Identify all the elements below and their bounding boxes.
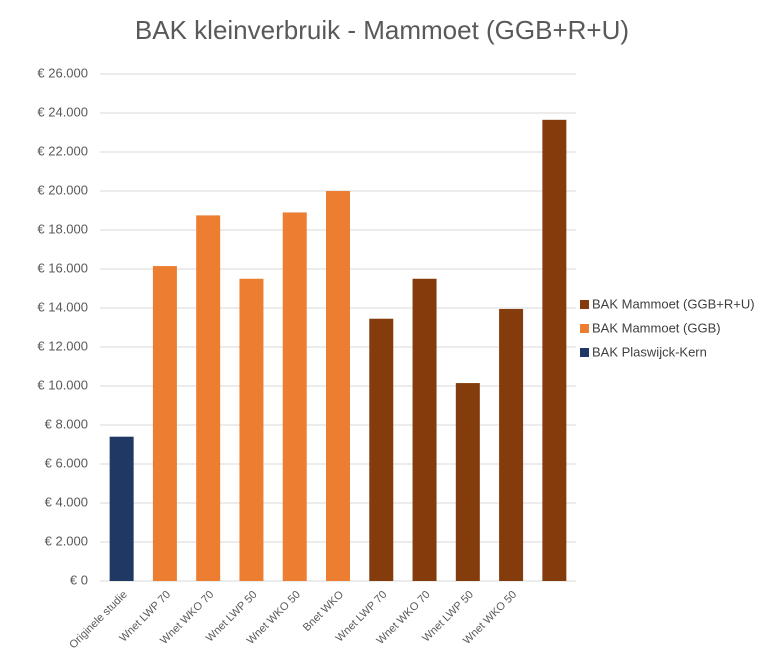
y-tick-label: € 22.000	[37, 143, 88, 158]
chart: BAK kleinverbruik - Mammoet (GGB+R+U) € …	[0, 0, 776, 662]
legend-swatch	[580, 324, 589, 333]
legend-swatch	[580, 300, 589, 309]
bar	[456, 383, 480, 581]
chart-title: BAK kleinverbruik - Mammoet (GGB+R+U)	[135, 15, 629, 45]
bar	[413, 279, 437, 581]
legend-label: BAK Plaswijck-Kern	[592, 344, 707, 359]
y-tick-label: € 18.000	[37, 221, 88, 236]
y-tick-label: € 6.000	[45, 455, 88, 470]
bar	[110, 437, 134, 581]
x-tick-label: Bnet WKO	[301, 588, 347, 634]
y-tick-label: € 10.000	[37, 377, 88, 392]
bar	[326, 191, 350, 581]
bar	[283, 212, 307, 581]
y-tick-label: € 8.000	[45, 416, 88, 431]
bar	[153, 266, 177, 581]
y-tick-label: € 26.000	[37, 65, 88, 80]
y-tick-label: € 4.000	[45, 494, 88, 509]
y-tick-label: € 14.000	[37, 299, 88, 314]
y-tick-label: € 12.000	[37, 338, 88, 353]
x-tick-label: Originele studie	[67, 589, 130, 652]
bar	[239, 279, 263, 581]
y-tick-label: € 24.000	[37, 104, 88, 119]
legend-label: BAK Mammoet (GGB)	[592, 320, 721, 335]
y-tick-label: € 0	[70, 572, 88, 587]
bar	[499, 309, 523, 581]
legend-label: BAK Mammoet (GGB+R+U)	[592, 296, 755, 311]
bar	[196, 215, 220, 581]
bar	[369, 319, 393, 581]
y-tick-label: € 16.000	[37, 260, 88, 275]
y-tick-label: € 2.000	[45, 533, 88, 548]
y-tick-label: € 20.000	[37, 182, 88, 197]
legend-swatch	[580, 348, 589, 357]
bar	[542, 120, 566, 581]
